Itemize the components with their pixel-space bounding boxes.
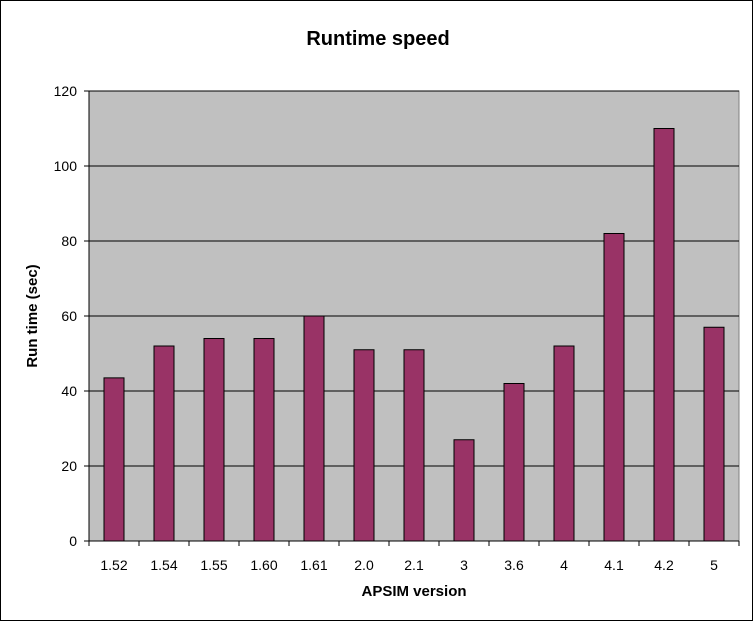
bar (203, 338, 225, 542)
bar (303, 315, 325, 542)
chart-title: Runtime speed (306, 28, 449, 50)
x-tick-label: 4 (560, 557, 568, 573)
bar (653, 128, 675, 542)
y-tick-label: 80 (61, 233, 77, 249)
bar (453, 439, 475, 542)
x-tick-label: 5 (710, 557, 718, 573)
x-tick-label: 4.2 (654, 557, 674, 573)
y-tick-labels: 0 20 40 60 80 100 120 (54, 83, 78, 549)
bar (703, 326, 725, 542)
x-tick-label: 1.52 (100, 557, 127, 573)
bar (253, 338, 275, 542)
bar (503, 383, 525, 542)
x-tick-label: 4.1 (604, 557, 624, 573)
x-tick-label: 2.1 (404, 557, 424, 573)
x-tick-label: 1.55 (200, 557, 227, 573)
y-tick-label: 0 (69, 533, 77, 549)
bar (353, 349, 375, 542)
bar (153, 345, 175, 542)
bar (403, 349, 425, 542)
bar (103, 377, 125, 542)
axes (84, 90, 740, 546)
y-tick-label: 100 (54, 158, 78, 174)
y-tick-label: 40 (61, 383, 77, 399)
gridlines (89, 90, 739, 467)
x-tick-label: 2.0 (354, 557, 374, 573)
x-tick-label: 3.6 (504, 557, 524, 573)
y-axis-label: Run time (sec) (24, 264, 41, 367)
y-tick-label: 120 (54, 83, 78, 99)
x-tick-label: 1.54 (150, 557, 177, 573)
bar (553, 345, 575, 542)
x-tick-label: 3 (460, 557, 468, 573)
x-tick-label: 1.60 (250, 557, 277, 573)
bars (103, 128, 725, 542)
y-tick-label: 60 (61, 308, 77, 324)
x-axis-label: APSIM version (361, 583, 466, 600)
x-tick-label: 1.61 (300, 557, 327, 573)
bar (603, 233, 625, 542)
y-tick-label: 20 (61, 458, 77, 474)
x-tick-labels: 1.52 1.54 1.55 1.60 1.61 2.0 2.1 3 3.6 4 4.1 4.2 5 (100, 557, 718, 573)
